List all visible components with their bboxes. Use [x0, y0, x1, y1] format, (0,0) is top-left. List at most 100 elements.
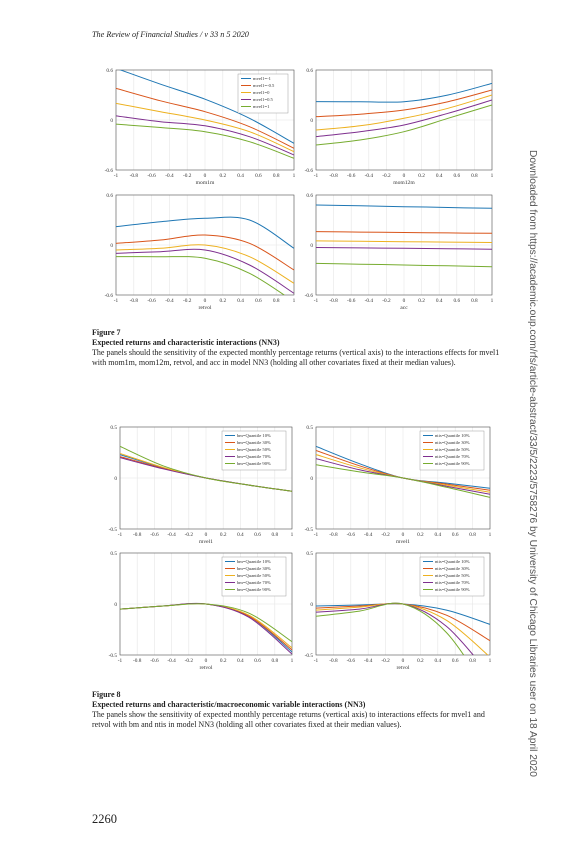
legend-entry: ntis=Quantile 50%: [435, 573, 470, 578]
x-tick-label: 0.4: [434, 658, 441, 664]
x-tick-label: -0.6: [347, 658, 356, 664]
legend-entry: ntis=Quantile 70%: [435, 580, 470, 585]
series-line: [316, 240, 492, 243]
chart-panel-5: 0.5 0 -0.5-1 -0.8 -0.6 -0.4 -0.2 0 0.2 0.4 0.6 0.8 1…: [109, 425, 294, 545]
x-tick-label: 0.2: [220, 658, 227, 664]
y-tick-label: 0.6: [106, 68, 113, 74]
x-tick-label: 0: [205, 532, 208, 538]
series-line: [316, 262, 492, 268]
y-tick-label: 0.5: [110, 551, 117, 557]
x-tick-label: -0.6: [347, 298, 356, 304]
x-tick-label: 1: [491, 298, 494, 304]
series-line: [316, 94, 492, 131]
series-line: [316, 231, 492, 234]
x-tick-label: -0.8: [329, 532, 338, 538]
y-tick-label: -0.6: [305, 293, 314, 299]
x-tick-label: -1: [118, 658, 123, 664]
y-tick-label: 0: [310, 243, 313, 249]
y-tick-label: -0.5: [109, 653, 118, 659]
plot-frame: [115, 194, 295, 296]
series-line: [116, 115, 294, 156]
chart-legend: mvel1=-1 mvel1=-0.5 mvel1=0 mvel1=0.5 mvel1=…: [237, 73, 289, 114]
x-tick-label: -0.4: [364, 532, 373, 538]
x-axis-label: acc: [400, 305, 408, 311]
legend-entry: bm=Quantile 50%: [237, 573, 271, 578]
legend-entry: bm=Quantile 90%: [237, 587, 271, 592]
chart-panel-3: 0.60-0.6-1 -0.8 -0.6 -0.4 -0.2 0 0.2 0.4 0.6 0.8 1…: [105, 193, 296, 311]
x-tick-label: -0.6: [150, 532, 159, 538]
series-line: [316, 82, 492, 103]
x-tick-label: 0.6: [255, 173, 262, 179]
y-tick-label: 0: [110, 243, 113, 249]
legend-entry: bm=Quantile 30%: [237, 440, 271, 445]
x-tick-label: -0.2: [381, 658, 390, 664]
x-tick-label: 0.2: [418, 298, 425, 304]
x-tick-label: -0.2: [381, 532, 390, 538]
x-tick-label: 1: [489, 532, 492, 538]
legend-entry: ntis=Quantile 90%: [435, 461, 470, 466]
x-tick-label: 0: [402, 658, 405, 664]
series-line: [119, 70, 294, 144]
figure-8-panels: 0.50-0.5-1 -0.8 -0.6 -0.4 -0.2 0 0.2 0.4 0.6 0.8 1…: [109, 425, 492, 671]
chart-legend: ntis=Quantile 10% ntis=Quantile 30% ntis=Q…: [419, 556, 485, 597]
x-tick-label: -0.6: [347, 532, 356, 538]
figure-7-title: Expected returns and characteristic inte…: [92, 338, 280, 347]
x-tick-label: 0.6: [453, 298, 460, 304]
y-tick-label: 0: [310, 476, 313, 482]
x-tick-label: -0.4: [167, 658, 176, 664]
x-tick-label: -0.2: [183, 298, 192, 304]
legend-entry: ntis=Quantile 10%: [435, 433, 470, 438]
x-tick-label: 0.8: [469, 658, 476, 664]
series-group: [120, 445, 292, 492]
legend-entry: mvel1=-1: [253, 76, 272, 81]
y-tick-label: 0.5: [306, 551, 313, 557]
x-tick-label: 0.8: [471, 298, 478, 304]
x-tick-label: -0.4: [165, 173, 174, 179]
x-axis-label: mom1m: [196, 180, 215, 186]
x-tick-label: 0.8: [271, 658, 278, 664]
x-tick-label: 0: [205, 658, 208, 664]
x-axis-label: retvol: [198, 305, 211, 311]
x-tick-label: -0.8: [329, 173, 338, 179]
series-line: [316, 99, 492, 138]
legend-entry: ntis=Quantile 30%: [435, 566, 470, 571]
y-tick-label: 0.6: [306, 193, 313, 199]
x-tick-label: -0.6: [147, 173, 156, 179]
x-tick-label: 0.6: [254, 658, 261, 664]
x-tick-label: 0.2: [417, 658, 424, 664]
x-tick-label: -0.8: [130, 173, 139, 179]
series-line: [316, 104, 492, 146]
y-tick-label: 0: [114, 602, 117, 608]
x-tick-label: 0: [402, 532, 405, 538]
chart-panel-8: 0.5 0 -0.5-1 -0.8 -0.6 -0.4 -0.2 0 0.2 0.4 0.6 0.8 1…: [305, 551, 492, 671]
series-line: [116, 123, 294, 159]
x-tick-label: 1: [293, 173, 296, 179]
x-tick-label: 0.2: [418, 173, 425, 179]
y-tick-label: -0.5: [305, 527, 314, 533]
x-axis-label: retvol: [396, 665, 409, 671]
x-tick-label: 0.6: [453, 173, 460, 179]
x-tick-label: -1: [314, 532, 319, 538]
figure-7-panels: 0.6 0 -0.6 -1 -0.8 -0.6 -0.4 -0.2 0 0.2 0.4 0.6 0.8 1…: [105, 68, 494, 311]
x-tick-label: 0.6: [452, 532, 459, 538]
x-tick-label: 0: [403, 173, 406, 179]
x-tick-label: -1: [114, 298, 119, 304]
chart-panel-6: 0.5 0 -0.5-1 -0.8 -0.6 -0.4 -0.2 0 0.2 0.4 0.6 0.8 1…: [305, 425, 492, 545]
legend-entry: bm=Quantile 70%: [237, 454, 271, 459]
x-tick-label: 0.2: [417, 532, 424, 538]
chart-panel-7: 0.5 0 -0.5-1 -0.8 -0.6 -0.4 -0.2 0 0.2 0.4 0.6 0.8 1…: [109, 551, 294, 671]
x-tick-label: -0.2: [185, 658, 194, 664]
x-tick-label: 0.4: [436, 298, 443, 304]
x-tick-label: -1: [114, 173, 119, 179]
x-tick-label: 1: [291, 532, 294, 538]
x-tick-label: -1: [118, 532, 123, 538]
y-tick-label: 0.5: [110, 425, 117, 431]
x-tick-label: -0.2: [382, 173, 391, 179]
x-tick-label: -0.4: [165, 298, 174, 304]
x-tick-label: -0.8: [130, 298, 139, 304]
series-line: [116, 234, 294, 271]
x-tick-label: 0.8: [273, 173, 280, 179]
legend-entry: mvel1=0: [253, 90, 270, 95]
figure-8-label: Figure 8: [92, 690, 121, 699]
series-group: [116, 216, 294, 295]
